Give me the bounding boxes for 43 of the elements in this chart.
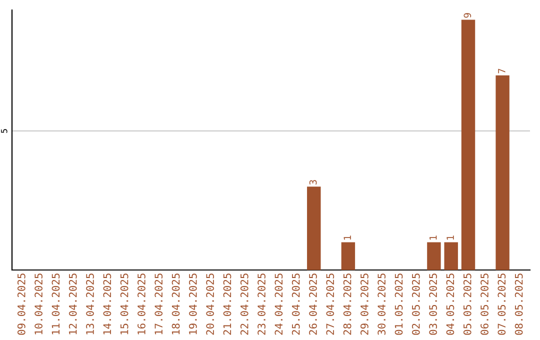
x-tick-label: 08.05.2025 xyxy=(514,274,523,335)
x-tick-label: 22.04.2025 xyxy=(240,274,248,335)
x-tick-label: 13.04.2025 xyxy=(86,274,94,334)
x-tick-label: 07.05.2025 xyxy=(498,274,506,335)
bar xyxy=(341,242,356,270)
x-tick-label: 05.05.2025 xyxy=(463,274,472,335)
x-tick-label: 26.04.2025 xyxy=(309,274,317,335)
x-tick-label: 23.04.2025 xyxy=(258,274,266,335)
x-tick-label: 15.04.2025 xyxy=(120,274,128,334)
data-label: 1 xyxy=(430,236,437,240)
ref-line-label: 5 xyxy=(1,129,8,133)
x-tick-label: 18.04.2025 xyxy=(172,274,180,334)
x-tick-label: 12.04.2025 xyxy=(68,274,77,334)
x-tick-label: 21.04.2025 xyxy=(223,274,232,335)
x-tick-label: 16.04.2025 xyxy=(138,274,146,334)
x-tick-label: 30.04.2025 xyxy=(378,274,386,335)
x-tick-label: 04.05.2025 xyxy=(446,274,454,335)
x-tick-label: 27.04.2025 xyxy=(326,274,334,335)
bar xyxy=(496,75,510,270)
x-tick-label: 14.04.2025 xyxy=(103,274,112,334)
x-tick-label: 28.04.2025 xyxy=(343,274,352,335)
x-tick-label: 20.04.2025 xyxy=(206,274,214,335)
x-tick-label: 01.05.2025 xyxy=(394,274,403,335)
data-label: 1 xyxy=(446,236,454,240)
data-label: 9 xyxy=(464,13,472,18)
x-tick-label: 11.04.2025 xyxy=(52,274,60,334)
x-tick-label: 24.04.2025 xyxy=(274,274,283,335)
x-tick-label: 29.04.2025 xyxy=(360,274,368,335)
bar xyxy=(461,20,476,270)
data-label: 1 xyxy=(344,236,351,240)
bar xyxy=(427,242,441,270)
x-tick-label: 17.04.2025 xyxy=(154,274,163,334)
x-tick-label: 03.05.2025 xyxy=(429,274,437,335)
x-tick-label: 25.04.2025 xyxy=(292,274,300,335)
bar xyxy=(307,186,321,270)
data-label: 7 xyxy=(498,68,506,74)
x-tick-label: 09.04.2025 xyxy=(17,274,26,335)
bar xyxy=(444,242,458,270)
x-tick-label: 02.05.2025 xyxy=(412,274,420,335)
x-tick-label: 19.04.2025 xyxy=(188,274,197,334)
x-tick-label: 10.04.2025 xyxy=(34,274,42,334)
x-tick-label: 06.05.2025 xyxy=(480,274,488,335)
data-label: 3 xyxy=(309,180,317,185)
